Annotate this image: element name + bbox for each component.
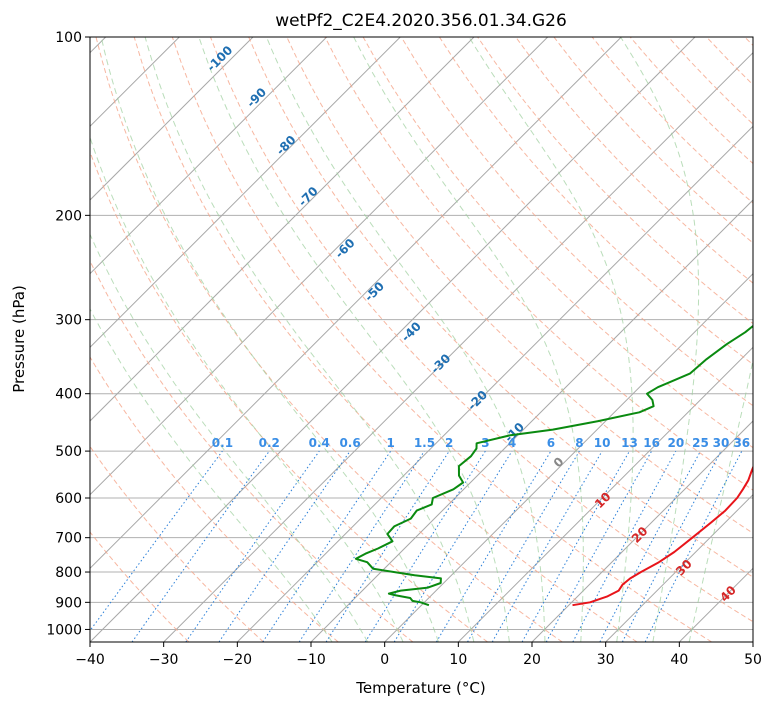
x-tick-label: 40 <box>670 652 688 668</box>
dry-adiabat-line <box>0 37 338 642</box>
dry-adiabat-label: -90 <box>244 85 269 110</box>
mixing-ratio-label: 6 <box>547 436 555 450</box>
dry-adiabat-label: -70 <box>296 184 321 209</box>
dry-adiabat-line <box>592 37 775 642</box>
y-tick-label: 700 <box>55 531 82 547</box>
y-tick-label: 400 <box>55 387 82 403</box>
dry-adiabat-label: -80 <box>273 133 298 158</box>
x-tick-label: −30 <box>149 652 179 668</box>
dry-adiabat-line <box>0 37 264 642</box>
y-tick-label: 300 <box>55 313 82 329</box>
isotherm-line <box>385 37 775 642</box>
x-tick-label: 50 <box>744 652 762 668</box>
dry-adiabat-label: 10 <box>592 489 614 511</box>
isotherm-line <box>0 37 327 642</box>
dry-adiabat-line <box>554 37 775 642</box>
moist-adiabat-line <box>469 37 633 642</box>
moist-adiabat-line <box>64 37 403 642</box>
mixing-ratio-label: 30 <box>713 436 730 450</box>
x-tick-label: 30 <box>597 652 615 668</box>
mixing-ratio-label: 36 <box>733 436 750 450</box>
dry-adiabat-label: -30 <box>428 351 453 376</box>
mixing-ratio-label: 1.5 <box>414 436 435 450</box>
y-tick-label: 600 <box>55 491 82 507</box>
dry-adiabat-line <box>668 37 775 642</box>
chart-title: wetPf2_C2E4.2020.356.01.34.G26 <box>275 11 567 31</box>
isotherm-line <box>311 37 775 642</box>
mixing-ratio-line <box>299 451 424 642</box>
mixing-ratio-label: 20 <box>667 436 684 450</box>
dry-adiabat-line <box>134 37 637 642</box>
isotherm-line <box>164 37 769 642</box>
mixing-ratio-label: 0.6 <box>339 436 360 450</box>
isotherm-line <box>16 37 621 642</box>
mixing-ratio-line <box>622 451 721 642</box>
dry-adiabat-line <box>20 37 413 642</box>
dry-adiabat-label: 0 <box>551 454 567 470</box>
mixing-ratio-label: 8 <box>575 436 583 450</box>
dry-adiabat-label: -40 <box>399 319 424 344</box>
dry-adiabat-label: -60 <box>332 236 357 261</box>
moist-adiabat-line <box>33 37 368 642</box>
isotherm-line <box>458 37 775 642</box>
mixing-ratio-label: 13 <box>621 436 638 450</box>
mixing-ratio-line <box>436 451 551 642</box>
x-tick-label: 20 <box>523 652 541 668</box>
dry-adiabat-line <box>363 37 775 642</box>
isotherm-line <box>679 37 775 642</box>
moist-adiabat-line <box>101 37 438 642</box>
y-tick-label: 1000 <box>46 622 82 638</box>
dry-adiabat-line <box>745 37 775 642</box>
isotherm-line <box>90 37 695 642</box>
y-tick-label: 200 <box>55 208 82 224</box>
y-tick-label: 100 <box>55 30 82 46</box>
moist-adiabat-line <box>689 37 775 642</box>
mixing-ratio-label: 0.2 <box>259 436 280 450</box>
y-tick-label: 500 <box>55 444 82 460</box>
x-tick-label: −40 <box>75 652 105 668</box>
mixing-ratio-label: 2 <box>445 436 453 450</box>
isotherm-line <box>753 37 775 642</box>
dry-adiabat-line <box>707 37 775 642</box>
dry-adiabat-label: 30 <box>673 557 695 579</box>
mixing-ratio-label: 3 <box>481 436 489 450</box>
mixing-ratio-line <box>573 451 676 642</box>
dry-adiabat-line <box>0 37 189 642</box>
dry-adiabat-line <box>172 37 711 642</box>
x-tick-label: −20 <box>223 652 253 668</box>
mixing-ratio-line <box>600 451 701 642</box>
x-axis-label: Temperature (°C) <box>355 679 485 697</box>
mixing-ratio-line <box>326 451 449 642</box>
dry-adiabat-line <box>516 37 775 642</box>
y-axis-label: Pressure (hPa) <box>10 285 28 393</box>
dewpoint-profile-line <box>356 37 775 605</box>
isotherm-line <box>237 37 775 642</box>
moist-adiabat-line <box>5 37 332 642</box>
dry-adiabat-line <box>58 37 488 642</box>
mixing-ratio-label: 1 <box>387 436 395 450</box>
mixing-ratio-label: 0.4 <box>309 436 330 450</box>
x-tick-label: −10 <box>296 652 326 668</box>
mixing-ratio-line <box>82 451 223 642</box>
mixing-ratio-line <box>219 451 350 642</box>
x-tick-label: 0 <box>380 652 389 668</box>
x-tick-label: 10 <box>449 652 467 668</box>
mixing-ratio-line <box>263 451 391 642</box>
isotherm-line <box>532 37 775 642</box>
mixing-ratio-label: 4 <box>508 436 516 450</box>
y-tick-label: 800 <box>55 565 82 581</box>
mixing-ratio-label: 16 <box>643 436 660 450</box>
mixing-ratio-label: 0.1 <box>212 436 233 450</box>
mixing-ratio-label: 25 <box>692 436 709 450</box>
mixing-ratio-line <box>546 451 651 642</box>
mixing-ratio-label: 10 <box>594 436 611 450</box>
isotherm-line <box>0 37 253 642</box>
isotherm-line <box>0 37 400 642</box>
y-tick-label: 900 <box>55 595 82 611</box>
